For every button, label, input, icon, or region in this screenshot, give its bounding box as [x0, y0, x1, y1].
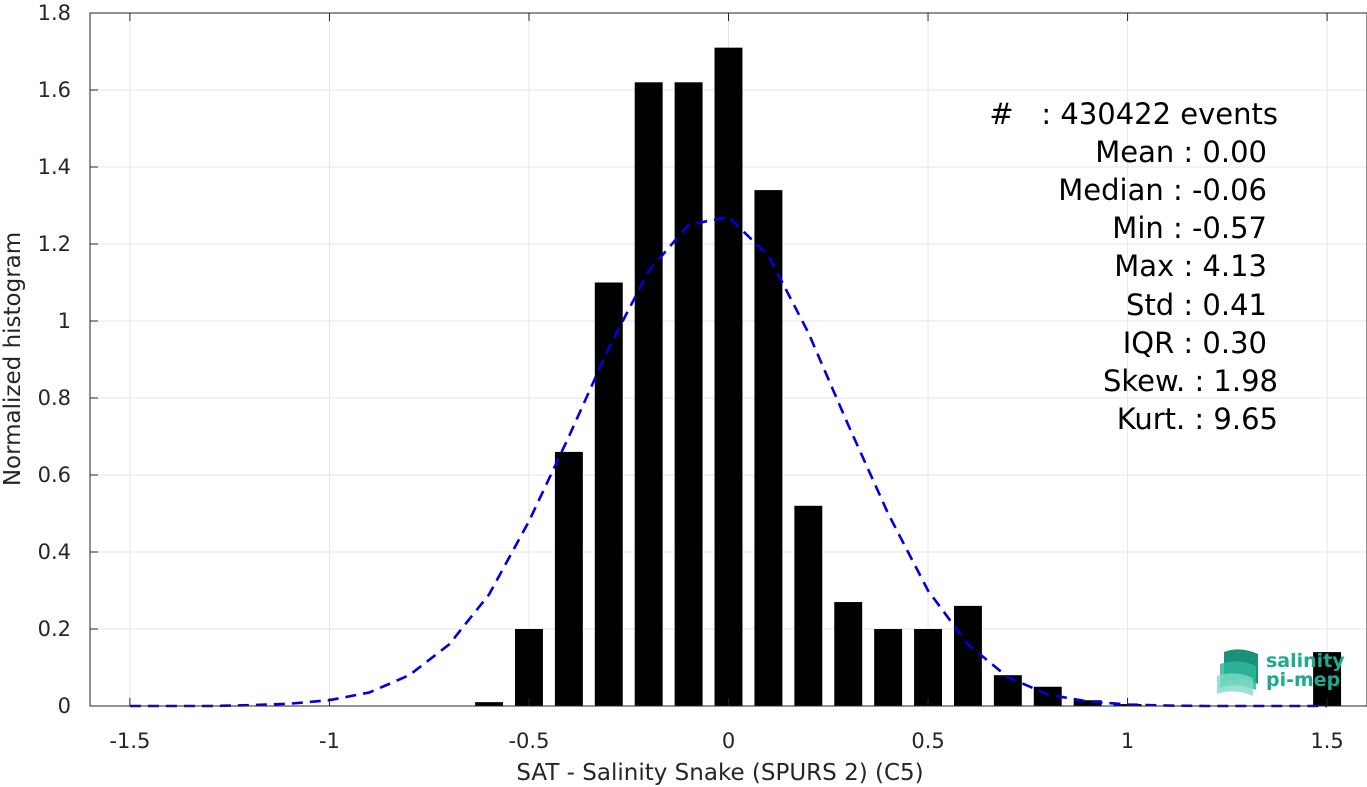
x-tick-label: -1.5: [109, 729, 150, 753]
stat-max: Max : 4.13: [1114, 249, 1267, 283]
logo-text-salinity: salinity: [1266, 650, 1345, 672]
y-tick-label: 1.8: [38, 1, 71, 25]
y-tick-label: 0: [58, 694, 71, 718]
stat-kurt: Kurt. : 9.65: [1117, 402, 1278, 436]
histogram-bar: [914, 629, 942, 706]
stat-mean: Mean : 0.00: [1095, 135, 1267, 169]
x-tick-label: 0: [722, 729, 735, 753]
stat-median: Median : -0.06: [1058, 173, 1267, 207]
x-tick-label: -1: [319, 729, 340, 753]
histogram-bar: [993, 675, 1022, 706]
x-tick-label: 0.5: [911, 729, 944, 753]
y-tick-label: 1: [58, 309, 71, 333]
y-axis-ticks: 0 0.2 0.4 0.6 0.8 1 1.2 1.4 1.6 1.8: [38, 1, 98, 718]
stat-iqr: IQR : 0.30: [1123, 326, 1267, 360]
wave-logo-icon: [1217, 649, 1258, 696]
histogram-bar: [714, 47, 743, 706]
histogram-bar: [634, 82, 663, 707]
histogram-bar: [754, 190, 783, 707]
y-tick-label: 0.4: [38, 540, 71, 564]
bars: [475, 47, 1342, 707]
y-tick-label: 1.4: [38, 155, 71, 179]
histogram-bar: [1073, 700, 1102, 706]
y-tick-label: 0.6: [38, 463, 71, 487]
stat-events: # : 430422 events: [989, 97, 1278, 131]
x-tick-label: -0.5: [508, 729, 549, 753]
y-tick-label: 1.6: [38, 78, 71, 102]
y-tick-label: 0.2: [38, 617, 71, 641]
histogram-bar: [594, 282, 623, 706]
y-tick-label: 1.2: [38, 232, 71, 256]
histogram-bar: [674, 82, 703, 707]
x-tick-label: 1: [1121, 729, 1134, 753]
x-axis-label: SAT - Salinity Snake (SPURS 2) (C5): [516, 760, 923, 786]
histogram-bar: [874, 629, 903, 706]
histogram-bar: [1313, 652, 1342, 706]
stat-std: Std : 0.41: [1126, 288, 1267, 322]
y-tick-label: 0.8: [38, 386, 71, 410]
histogram-bar: [953, 605, 982, 706]
salinity-pi-mep-logo: salinity pi-mep: [1217, 649, 1345, 696]
histogram-bar: [554, 451, 583, 706]
histogram-bar: [475, 702, 504, 706]
stat-min: Min : -0.57: [1112, 211, 1267, 245]
logo-text-pi-mep: pi-mep: [1266, 669, 1340, 691]
stat-skew: Skew. : 1.98: [1103, 364, 1278, 398]
stats-annotation: # : 430422 events Mean : 0.00 Median : -…: [989, 97, 1278, 436]
histogram-bar: [515, 629, 543, 706]
x-axis-ticks: -1.5 -1 -0.5 0 0.5 1 1.5: [109, 13, 1344, 753]
y-axis-label: Normalized histogram: [0, 232, 26, 486]
x-tick-label: 1.5: [1310, 729, 1343, 753]
histogram-bar: [834, 602, 863, 706]
histogram-bar: [794, 505, 823, 706]
